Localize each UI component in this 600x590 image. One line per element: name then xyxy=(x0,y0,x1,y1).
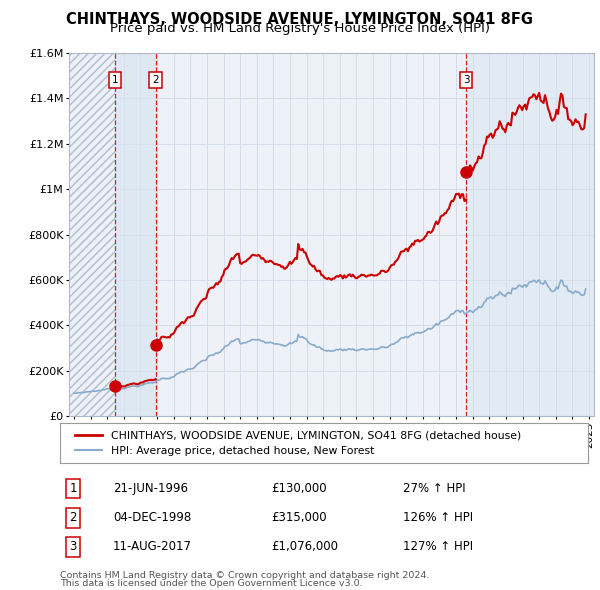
Text: 21-JUN-1996: 21-JUN-1996 xyxy=(113,482,188,495)
Bar xyxy=(466,53,594,416)
Text: CHINTHAYS, WOODSIDE AVENUE, LYMINGTON, SO41 8FG: CHINTHAYS, WOODSIDE AVENUE, LYMINGTON, S… xyxy=(67,12,533,27)
Text: Price paid vs. HM Land Registry's House Price Index (HPI): Price paid vs. HM Land Registry's House … xyxy=(110,22,490,35)
Text: 126% ↑ HPI: 126% ↑ HPI xyxy=(403,511,473,525)
Text: £315,000: £315,000 xyxy=(271,511,327,525)
Text: 1: 1 xyxy=(70,482,77,495)
Text: 3: 3 xyxy=(463,76,470,86)
Text: 2: 2 xyxy=(70,511,77,525)
Text: Contains HM Land Registry data © Crown copyright and database right 2024.: Contains HM Land Registry data © Crown c… xyxy=(60,571,430,579)
Text: £1,076,000: £1,076,000 xyxy=(271,540,338,553)
Text: This data is licensed under the Open Government Licence v3.0.: This data is licensed under the Open Gov… xyxy=(60,579,362,588)
Text: 1: 1 xyxy=(112,76,118,86)
Text: 3: 3 xyxy=(70,540,77,553)
Text: 2: 2 xyxy=(152,76,159,86)
Legend: CHINTHAYS, WOODSIDE AVENUE, LYMINGTON, SO41 8FG (detached house), HPI: Average p: CHINTHAYS, WOODSIDE AVENUE, LYMINGTON, S… xyxy=(71,426,526,460)
Text: 27% ↑ HPI: 27% ↑ HPI xyxy=(403,482,466,495)
Bar xyxy=(115,53,156,416)
Text: 11-AUG-2017: 11-AUG-2017 xyxy=(113,540,192,553)
Text: £130,000: £130,000 xyxy=(271,482,327,495)
Bar xyxy=(69,53,115,416)
Text: 127% ↑ HPI: 127% ↑ HPI xyxy=(403,540,473,553)
Text: 04-DEC-1998: 04-DEC-1998 xyxy=(113,511,191,525)
